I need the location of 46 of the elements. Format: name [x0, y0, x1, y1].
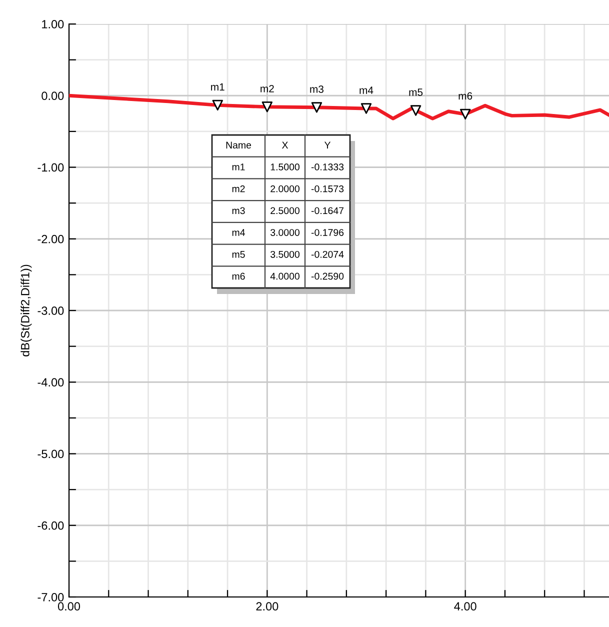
annotation: m5 [409, 88, 423, 96]
x-tick-label: 0.00 [58, 602, 80, 611]
annotation: -0.1647 [311, 207, 344, 214]
annotation: X [282, 142, 288, 148]
x-tick-label: 2.00 [256, 602, 278, 611]
point [311, 102, 322, 113]
y-tick-label: -2.00 [38, 234, 64, 244]
y-tick-label: -4.00 [38, 378, 64, 387]
annotation: -0.2590 [311, 272, 344, 280]
annotation: Name [226, 142, 252, 149]
x-tick-label: 4.00 [454, 602, 476, 611]
annotation: Y [324, 142, 331, 148]
point [360, 103, 372, 114]
annotation: m4 [360, 86, 374, 94]
text: m4 [232, 229, 245, 236]
y-tick-label: -7.00 [38, 593, 64, 602]
annotation: m1 [211, 83, 224, 91]
point [410, 105, 422, 116]
text: m6 [232, 272, 245, 280]
y-tick-label: -1.00 [38, 163, 64, 172]
annotation: 1.5000 [270, 164, 300, 170]
annotation: 3.0000 [270, 229, 300, 236]
y-tick-label: -5.00 [38, 450, 64, 458]
point [212, 100, 223, 111]
annotation: m2 [260, 84, 274, 92]
y-tick-label: 0.00 [42, 92, 64, 100]
y-tick-label: -3.00 [38, 306, 64, 315]
annotation: -0.2074 [311, 250, 344, 258]
text: m5 [232, 251, 245, 258]
annotation: 2.5000 [270, 207, 300, 214]
y-axis-title: dB(St(Diff2,Diff1)) [20, 264, 32, 356]
text: m3 [232, 207, 245, 214]
point [460, 108, 471, 120]
y-tick-label: 1.00 [42, 20, 64, 28]
point [262, 102, 273, 112]
annotation: 4.0000 [270, 272, 300, 280]
text: m1 [232, 164, 245, 170]
annotation: m6 [458, 92, 472, 100]
text: m2 [232, 185, 245, 192]
annotation: 2.0000 [270, 185, 300, 192]
annotation: -0.1333 [311, 164, 344, 170]
annotation: 3.5000 [270, 250, 300, 258]
annotation: m3 [310, 85, 324, 93]
annotation: -0.1796 [311, 229, 344, 236]
y-tick-label: -6.00 [38, 521, 64, 530]
annotation: -0.1573 [311, 185, 344, 192]
